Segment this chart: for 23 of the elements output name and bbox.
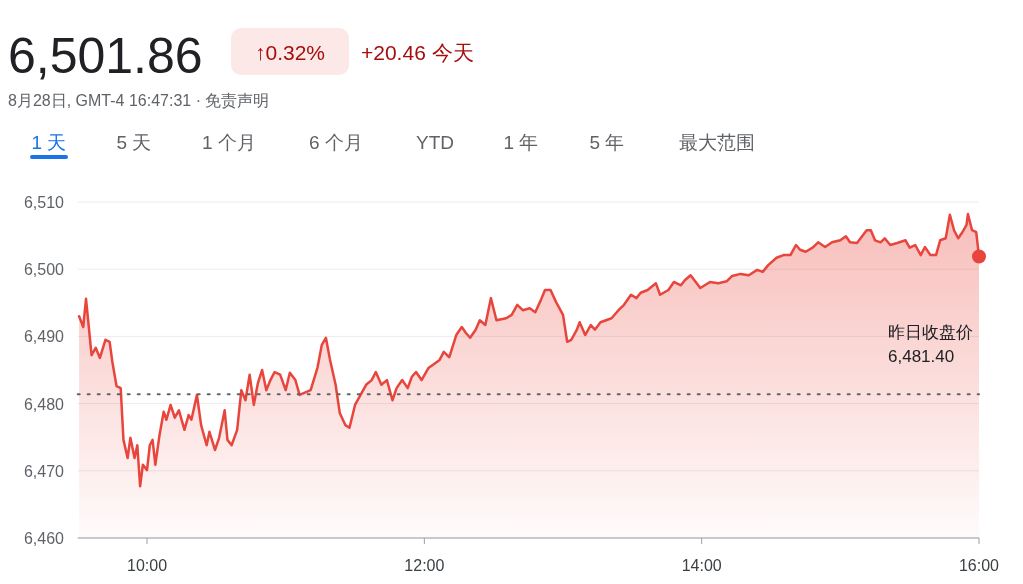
x-tick-label: 12:00 — [404, 557, 445, 574]
y-tick-label: 6,470 — [23, 462, 65, 480]
chart-subtitle: 8月28日, GMT-4 16:47:31 · 免责声明 — [8, 92, 270, 109]
x-tick-label: 14:00 — [681, 557, 722, 574]
y-tick-label: 6,500 — [23, 261, 65, 279]
y-tick-label: 6,480 — [23, 395, 65, 413]
chart-title: 6,501.86 — [8, 28, 203, 84]
text: 1 个月 — [202, 132, 256, 153]
text: 最大范围 — [679, 132, 755, 153]
x-tick-label: 10:00 — [127, 557, 168, 574]
ref-line-label: 昨日收盘价 6,481.40 — [888, 323, 973, 367]
x-tick-label: 16:00 — [958, 557, 1000, 574]
y-tick-label: 6,460 — [23, 530, 65, 547]
text: 5 年 — [589, 132, 625, 153]
text: YTD — [416, 132, 454, 153]
text: ↑0.32% — [254, 41, 326, 64]
text: 6 个月 — [309, 132, 363, 153]
text: 1 天 — [31, 132, 67, 153]
text: 5 天 — [116, 132, 152, 153]
y-tick-label: 6,490 — [23, 328, 65, 346]
text: +20.46 今天 — [361, 41, 474, 64]
text: 1 年 — [503, 132, 539, 153]
y-tick-label: 6,510 — [23, 194, 65, 211]
